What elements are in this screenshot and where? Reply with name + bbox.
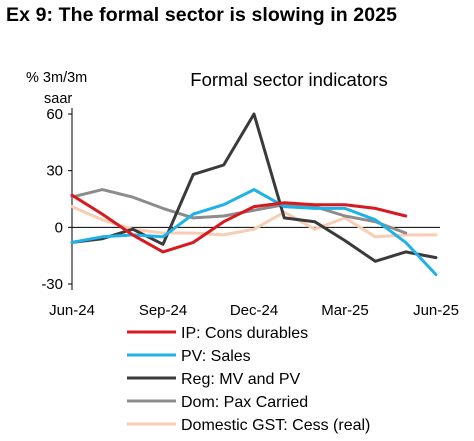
exhibit-heading: Ex 9: The formal sector is slowing in 20…: [6, 4, 398, 26]
x-tick-label: Mar-25: [321, 302, 369, 319]
x-tick-label: Sep-24: [139, 302, 187, 319]
chart-title: Formal sector indicators: [190, 69, 387, 90]
series-line-3: [70, 112, 438, 263]
series-layer: [70, 112, 438, 277]
y-tick-label: -30: [41, 276, 63, 293]
legend: IP: Cons durables PV: Sales Reg: MV and PV…: [127, 325, 370, 434]
axes: -30 0 30 60 Jun-24 Sep-24 Dec-24 Mar-25 Jun-25: [41, 106, 459, 319]
y-axis-label-line1: % 3m/3m: [26, 70, 87, 86]
legend-label: Dom: Pax Carried: [181, 394, 308, 411]
legend-label: PV: Sales: [181, 348, 251, 365]
series-line-1: [70, 193, 408, 254]
y-tick-label: 60: [46, 106, 63, 123]
x-tick-label: Jun-24: [49, 302, 95, 319]
legend-label: IP: Cons durables: [181, 325, 308, 342]
x-tick-label: Jun-25: [413, 302, 459, 319]
y-tick-label: 30: [46, 163, 63, 180]
y-axis-label-line2: saar: [44, 91, 72, 107]
y-tick-label: 0: [55, 219, 63, 236]
x-tick-label: Dec-24: [230, 302, 278, 319]
legend-label: Reg: MV and PV: [181, 371, 301, 388]
legend-label: Domestic GST: Cess (real): [181, 417, 370, 434]
